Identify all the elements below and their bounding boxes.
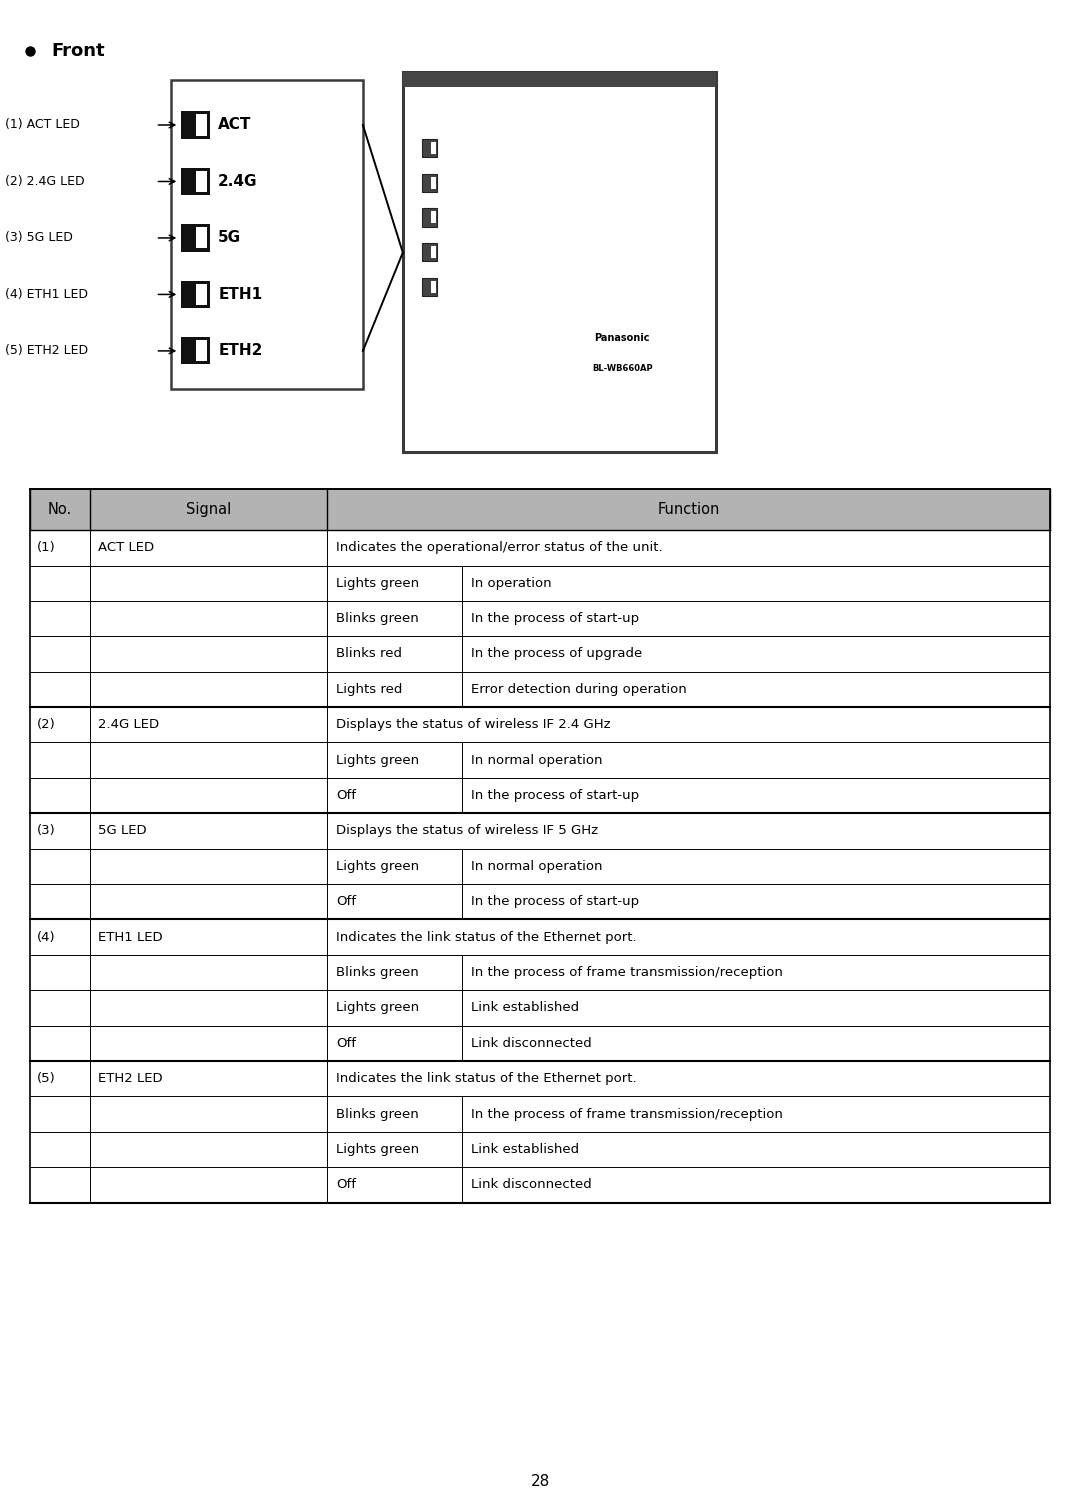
Text: (1) ACT LED: (1) ACT LED <box>5 119 80 131</box>
Text: Panasonic: Panasonic <box>594 333 650 343</box>
Text: Front: Front <box>52 42 106 60</box>
Text: Indicates the link status of the Ethernet port.: Indicates the link status of the Etherne… <box>336 931 636 944</box>
Bar <box>197 340 207 361</box>
Text: (4): (4) <box>37 931 55 944</box>
Text: In the process of start-up: In the process of start-up <box>471 789 639 803</box>
Bar <box>181 169 210 196</box>
Bar <box>197 283 207 304</box>
Text: Lights red: Lights red <box>336 682 402 696</box>
Bar <box>30 489 1050 530</box>
Text: Off: Off <box>336 895 356 908</box>
Text: (3): (3) <box>37 824 55 837</box>
Text: 5G: 5G <box>218 230 241 245</box>
Text: Link disconnected: Link disconnected <box>471 1036 592 1050</box>
Bar <box>197 114 207 136</box>
Text: In the process of frame transmission/reception: In the process of frame transmission/rec… <box>471 965 783 979</box>
Text: In the process of upgrade: In the process of upgrade <box>471 648 643 661</box>
Text: Displays the status of wireless IF 2.4 GHz: Displays the status of wireless IF 2.4 G… <box>336 718 610 732</box>
Text: Off: Off <box>336 1036 356 1050</box>
Text: Lights green: Lights green <box>336 753 419 767</box>
Bar <box>431 176 436 188</box>
Text: ETH1: ETH1 <box>218 288 262 301</box>
Text: (2) 2.4G LED: (2) 2.4G LED <box>5 175 85 188</box>
Text: BL-WB660AP: BL-WB660AP <box>592 364 652 373</box>
Text: Lights green: Lights green <box>336 577 419 590</box>
Text: Off: Off <box>336 1178 356 1191</box>
Bar <box>403 72 716 452</box>
Text: ACT: ACT <box>218 117 252 133</box>
Bar <box>422 139 437 157</box>
Text: In the process of frame transmission/reception: In the process of frame transmission/rec… <box>471 1107 783 1120</box>
Text: ETH2 LED: ETH2 LED <box>98 1072 163 1086</box>
Text: Lights green: Lights green <box>336 1001 419 1015</box>
Bar <box>422 277 437 295</box>
Bar <box>181 282 210 309</box>
Text: Link established: Link established <box>471 1143 579 1157</box>
Text: 2.4G: 2.4G <box>218 175 258 188</box>
Text: In the process of start-up: In the process of start-up <box>471 611 639 625</box>
Text: In the process of start-up: In the process of start-up <box>471 895 639 908</box>
Text: In normal operation: In normal operation <box>471 753 603 767</box>
Text: Link established: Link established <box>471 1001 579 1015</box>
Text: 28: 28 <box>530 1474 550 1489</box>
Bar <box>197 227 207 248</box>
Text: Link disconnected: Link disconnected <box>471 1178 592 1191</box>
Text: Lights green: Lights green <box>336 860 419 873</box>
Text: (5): (5) <box>37 1072 55 1086</box>
Text: Indicates the operational/error status of the unit.: Indicates the operational/error status o… <box>336 541 662 554</box>
Bar <box>197 172 207 193</box>
Text: Blinks red: Blinks red <box>336 648 402 661</box>
Bar <box>422 208 437 226</box>
Bar <box>431 211 436 223</box>
Text: Blinks green: Blinks green <box>336 611 419 625</box>
Text: (2): (2) <box>37 718 55 732</box>
Bar <box>431 142 436 154</box>
Text: Blinks green: Blinks green <box>336 1107 419 1120</box>
Bar <box>181 111 210 139</box>
Text: ETH2: ETH2 <box>218 343 262 358</box>
Text: 2.4G LED: 2.4G LED <box>98 718 160 732</box>
Text: Function: Function <box>658 503 719 517</box>
Text: (3) 5G LED: (3) 5G LED <box>5 232 73 244</box>
Text: Off: Off <box>336 789 356 803</box>
Bar <box>403 72 716 87</box>
Bar <box>181 224 210 252</box>
Text: No.: No. <box>48 503 72 517</box>
Text: Blinks green: Blinks green <box>336 965 419 979</box>
Bar <box>171 80 363 389</box>
Text: Error detection during operation: Error detection during operation <box>471 682 687 696</box>
Text: (4) ETH1 LED: (4) ETH1 LED <box>5 288 89 301</box>
Bar <box>422 242 437 261</box>
Text: In operation: In operation <box>471 577 552 590</box>
Bar <box>431 280 436 292</box>
Text: 5G LED: 5G LED <box>98 824 147 837</box>
Text: In normal operation: In normal operation <box>471 860 603 873</box>
Text: Indicates the link status of the Ethernet port.: Indicates the link status of the Etherne… <box>336 1072 636 1086</box>
Text: ACT LED: ACT LED <box>98 541 154 554</box>
Text: Displays the status of wireless IF 5 GHz: Displays the status of wireless IF 5 GHz <box>336 824 598 837</box>
Bar <box>181 337 210 364</box>
Text: (5) ETH2 LED: (5) ETH2 LED <box>5 345 89 357</box>
Text: Signal: Signal <box>186 503 231 517</box>
Text: Lights green: Lights green <box>336 1143 419 1157</box>
Bar <box>422 173 437 191</box>
Text: ETH1 LED: ETH1 LED <box>98 931 163 944</box>
Bar <box>431 245 436 258</box>
Text: (1): (1) <box>37 541 55 554</box>
